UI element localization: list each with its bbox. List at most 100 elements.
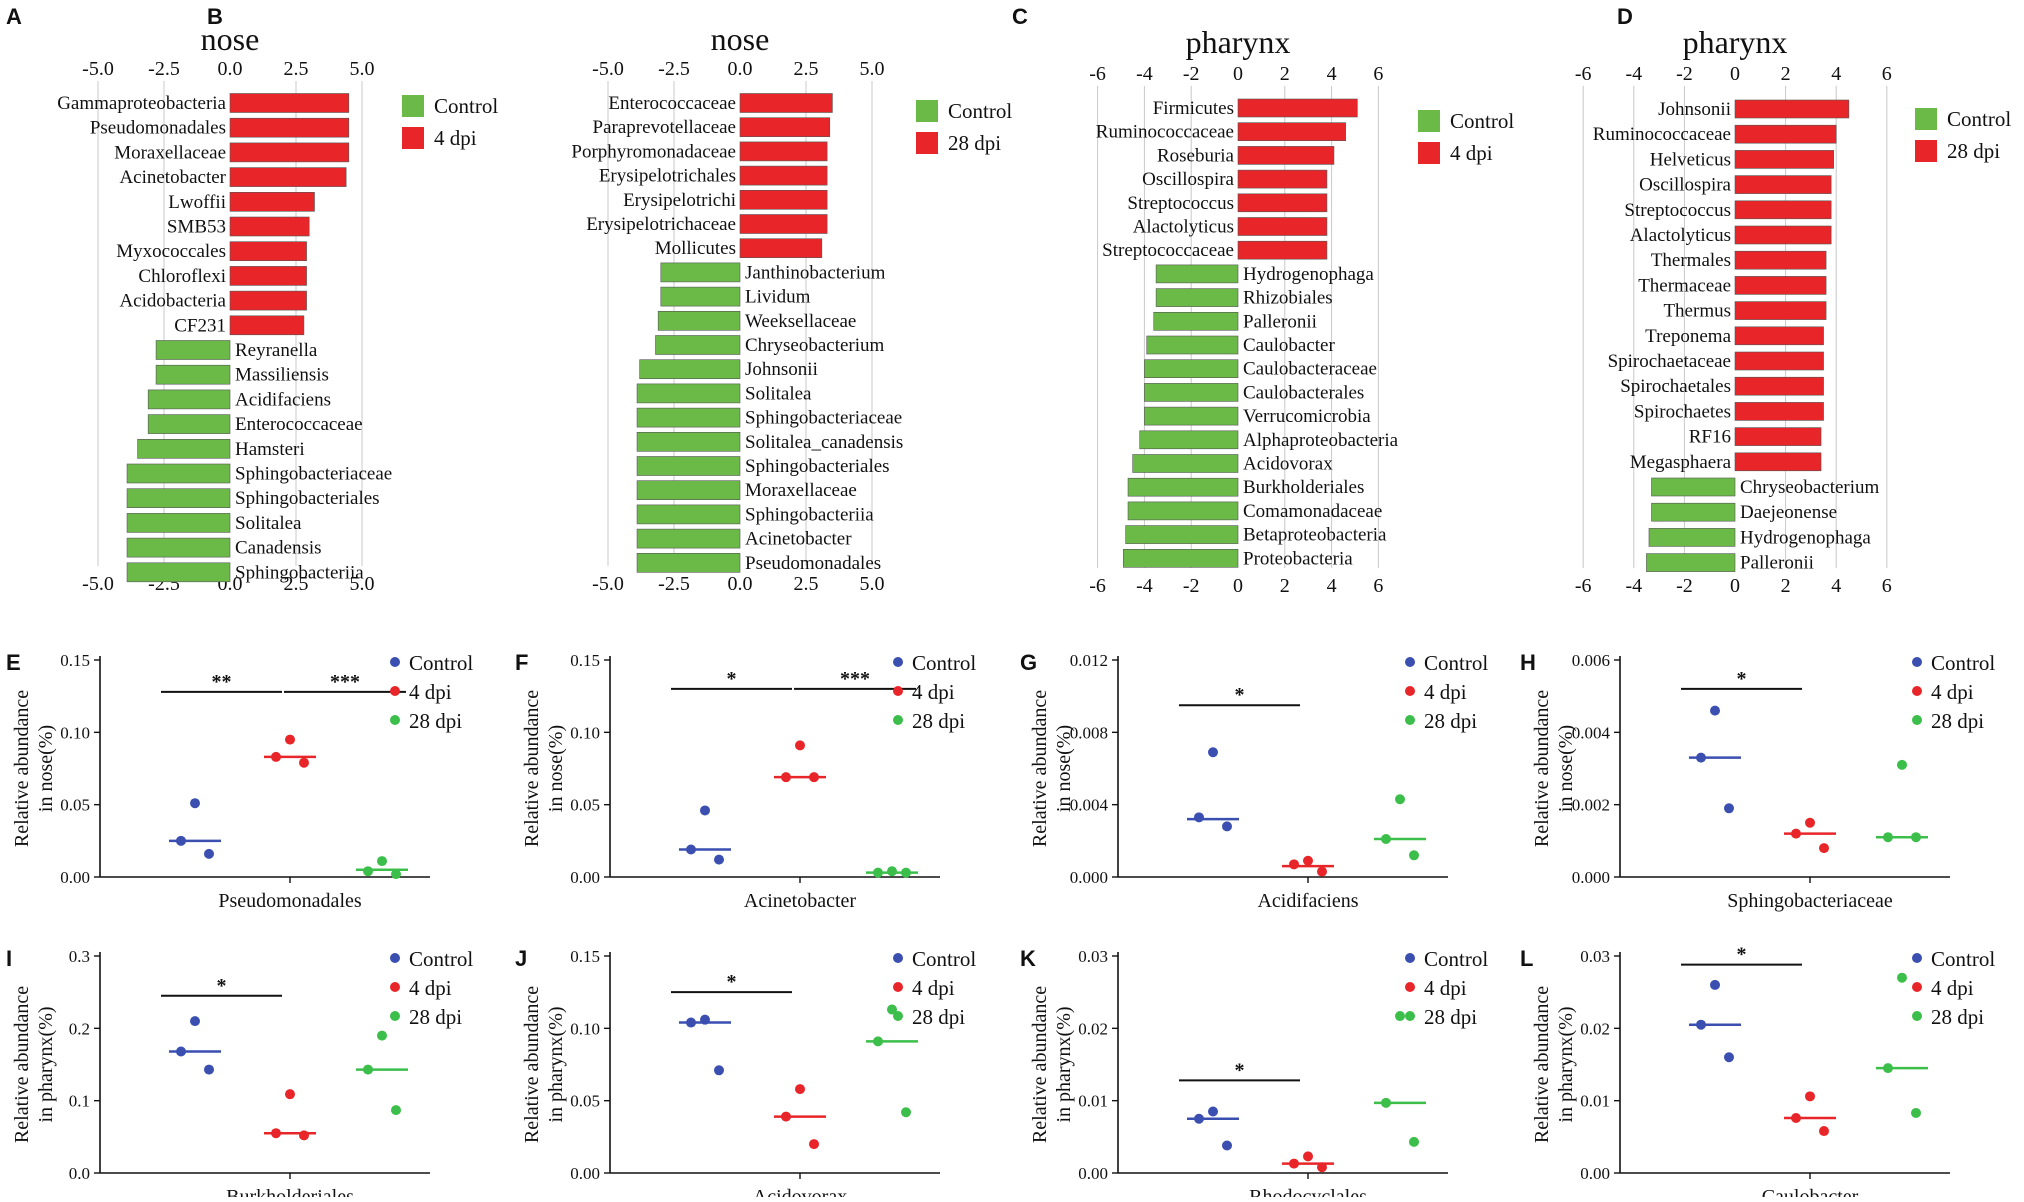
category-label: Enterococcaceae xyxy=(235,414,363,435)
y-axis-label-line: in nose(%) xyxy=(1555,725,1577,812)
data-point xyxy=(1819,843,1829,854)
y-tick-label: 0.03 xyxy=(1078,947,1108,966)
top-tick-label: 5.0 xyxy=(350,58,375,80)
bar xyxy=(739,165,828,186)
category-label: Spirochaetales xyxy=(1620,376,1731,397)
legend-label: Control xyxy=(409,947,473,971)
legend-marker xyxy=(893,953,903,963)
bar xyxy=(636,407,741,428)
data-point xyxy=(1303,855,1313,866)
bar xyxy=(137,438,231,459)
y-axis-label-line: in pharynx(%) xyxy=(1053,1006,1075,1122)
bottom-tick-label: 2.5 xyxy=(794,573,819,595)
legend-label: Control xyxy=(912,651,976,675)
category-label: Alactolyticus xyxy=(1630,225,1731,246)
y-axis-label-line: Relative abundance xyxy=(1029,690,1051,847)
top-tick-label: -2 xyxy=(1183,63,1200,85)
legend-label: Control xyxy=(1450,109,1514,133)
top-tick-label: 0 xyxy=(1233,63,1243,85)
bar xyxy=(229,167,347,187)
dotplot-panel-l: L 0.00 0.01 0.02 0.03 Caulobacter Relative abu… xyxy=(1520,944,1995,1202)
legend-label: 28 dpi xyxy=(409,709,462,733)
data-point xyxy=(1208,747,1218,758)
y-axis-label-line: Relative abundance xyxy=(1029,986,1051,1143)
bar xyxy=(126,562,231,583)
x-axis-label: Caulobacter xyxy=(1762,1186,1859,1197)
data-point xyxy=(1395,794,1405,805)
bar xyxy=(1651,502,1736,522)
legend-label: 28 dpi xyxy=(912,709,965,733)
data-point xyxy=(1819,1126,1829,1137)
data-point xyxy=(887,866,897,877)
bar xyxy=(1144,406,1239,426)
x-axis-label: Pseudomonadales xyxy=(218,890,362,912)
y-axis-label: Relative abundance in pharynx(%) xyxy=(521,986,567,1143)
category-label: Spirochaetaceae xyxy=(1608,351,1731,372)
bottom-tick-label: -4 xyxy=(1625,575,1642,597)
bar xyxy=(155,364,231,385)
data-point xyxy=(299,1130,309,1141)
y-tick-label: 0.002 xyxy=(1572,796,1610,815)
significance-label: * xyxy=(1737,668,1747,690)
legend-label: 28 dpi xyxy=(409,1005,462,1029)
category-label: Acidovorax xyxy=(1243,454,1333,475)
y-axis-label-line: in pharynx(%) xyxy=(35,1006,57,1122)
y-tick-label: 0.05 xyxy=(60,796,90,815)
bar xyxy=(229,290,307,311)
bottom-tick-label: 2.5 xyxy=(284,573,309,595)
category-label: Roseburia xyxy=(1157,145,1235,166)
y-tick-label: 0.000 xyxy=(1070,868,1108,887)
legend-label: 4 dpi xyxy=(1424,680,1467,704)
y-tick-label: 0.01 xyxy=(1078,1092,1108,1111)
category-label: Caulobacter xyxy=(1243,335,1335,356)
bar xyxy=(636,552,741,573)
category-label: Erysipelotrichales xyxy=(599,166,736,187)
chart-title: pharynx xyxy=(1186,24,1291,60)
top-tick-label: -5.0 xyxy=(82,58,114,80)
category-label: Sphingobacteriia xyxy=(745,504,874,525)
legend-marker xyxy=(390,982,400,992)
dotplot-panel-j: J 0.00 0.05 0.10 0.15 Acidovorax Relative abun… xyxy=(515,946,976,1202)
top-tick-label: -6 xyxy=(1089,63,1106,85)
bar xyxy=(639,359,741,380)
y-tick-label: 0.15 xyxy=(570,947,600,966)
bar xyxy=(739,238,823,258)
y-tick-label: 0.0 xyxy=(69,1164,90,1183)
y-tick-label: 0.004 xyxy=(1070,796,1109,815)
legend-marker xyxy=(893,982,903,992)
top-tick-label: -4 xyxy=(1625,63,1642,85)
data-point xyxy=(190,1016,200,1027)
significance-label: * xyxy=(1737,944,1747,966)
legend-label: 28 dpi xyxy=(1931,709,1984,733)
top-tick-label: -2.5 xyxy=(148,58,180,80)
y-tick-label: 0.012 xyxy=(1070,651,1108,670)
bar xyxy=(1155,288,1239,307)
bar xyxy=(1237,240,1328,260)
category-label: Caulobacteraceae xyxy=(1243,359,1377,380)
data-point xyxy=(285,734,295,745)
legend-swatch xyxy=(1915,108,1937,130)
bar xyxy=(229,117,350,138)
category-label: Reyranella xyxy=(235,340,318,361)
bar xyxy=(1734,200,1832,220)
significance-label: * xyxy=(727,668,737,690)
bar xyxy=(1144,383,1239,402)
legend-swatch xyxy=(916,132,938,154)
category-label: Oscillospira xyxy=(1639,175,1731,196)
category-label: Thermales xyxy=(1651,250,1731,271)
legend-marker xyxy=(1912,686,1922,696)
category-label: Paraprevotellaceae xyxy=(593,117,736,138)
data-point xyxy=(1194,812,1204,823)
category-label: Streptococcus xyxy=(1624,200,1731,221)
category-label: Sphingobacteriaceae xyxy=(745,408,902,429)
y-axis-label-line: in pharynx(%) xyxy=(1555,1006,1577,1122)
category-label: Weeksellaceae xyxy=(745,311,856,332)
data-point xyxy=(1303,1151,1313,1162)
bar xyxy=(229,142,350,163)
y-tick-label: 0.00 xyxy=(1580,1164,1610,1183)
y-axis-label-line: in nose(%) xyxy=(35,725,57,812)
bottom-tick-label: -6 xyxy=(1575,575,1592,597)
y-tick-label: 0.006 xyxy=(1572,651,1610,670)
bar xyxy=(657,310,741,331)
category-label: Hydrogenophaga xyxy=(1740,527,1871,548)
